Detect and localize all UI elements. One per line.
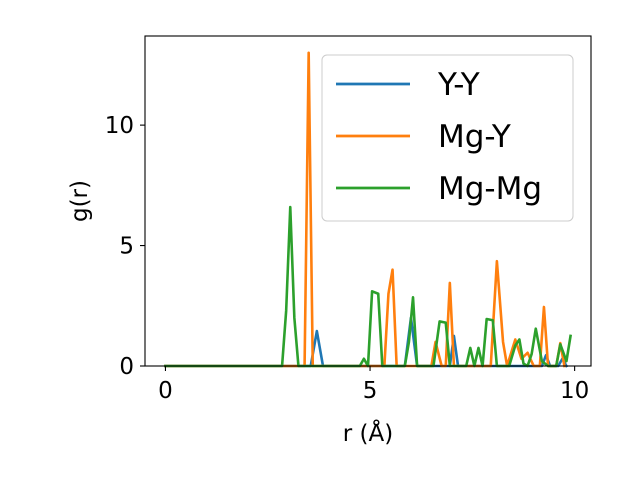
x-axis-ticks: 0 5 10 [158, 366, 589, 404]
legend-label-y-y: Y-Y [437, 67, 480, 103]
legend-frame [321, 54, 574, 222]
y-tick-label: 5 [119, 234, 134, 260]
legend-label-mg-y: Mg-Y [438, 119, 511, 155]
y-axis-label: g(r) [67, 180, 93, 222]
legend-label-mg-mg: Mg-Mg [438, 171, 542, 207]
y-tick-label: 0 [119, 354, 134, 380]
x-tick-label: 10 [560, 378, 589, 404]
x-axis-label: r (Å) [343, 419, 393, 447]
series-line-mg-mg [164, 205, 573, 368]
x-tick-label: 0 [158, 378, 173, 404]
x-tick-label: 5 [363, 378, 378, 404]
y-axis-ticks: 0 5 10 [105, 113, 145, 380]
y-tick-label: 10 [105, 113, 134, 139]
plot-frame [144, 35, 592, 367]
legend: Y-Y Mg-Y Mg-Mg [321, 54, 574, 222]
